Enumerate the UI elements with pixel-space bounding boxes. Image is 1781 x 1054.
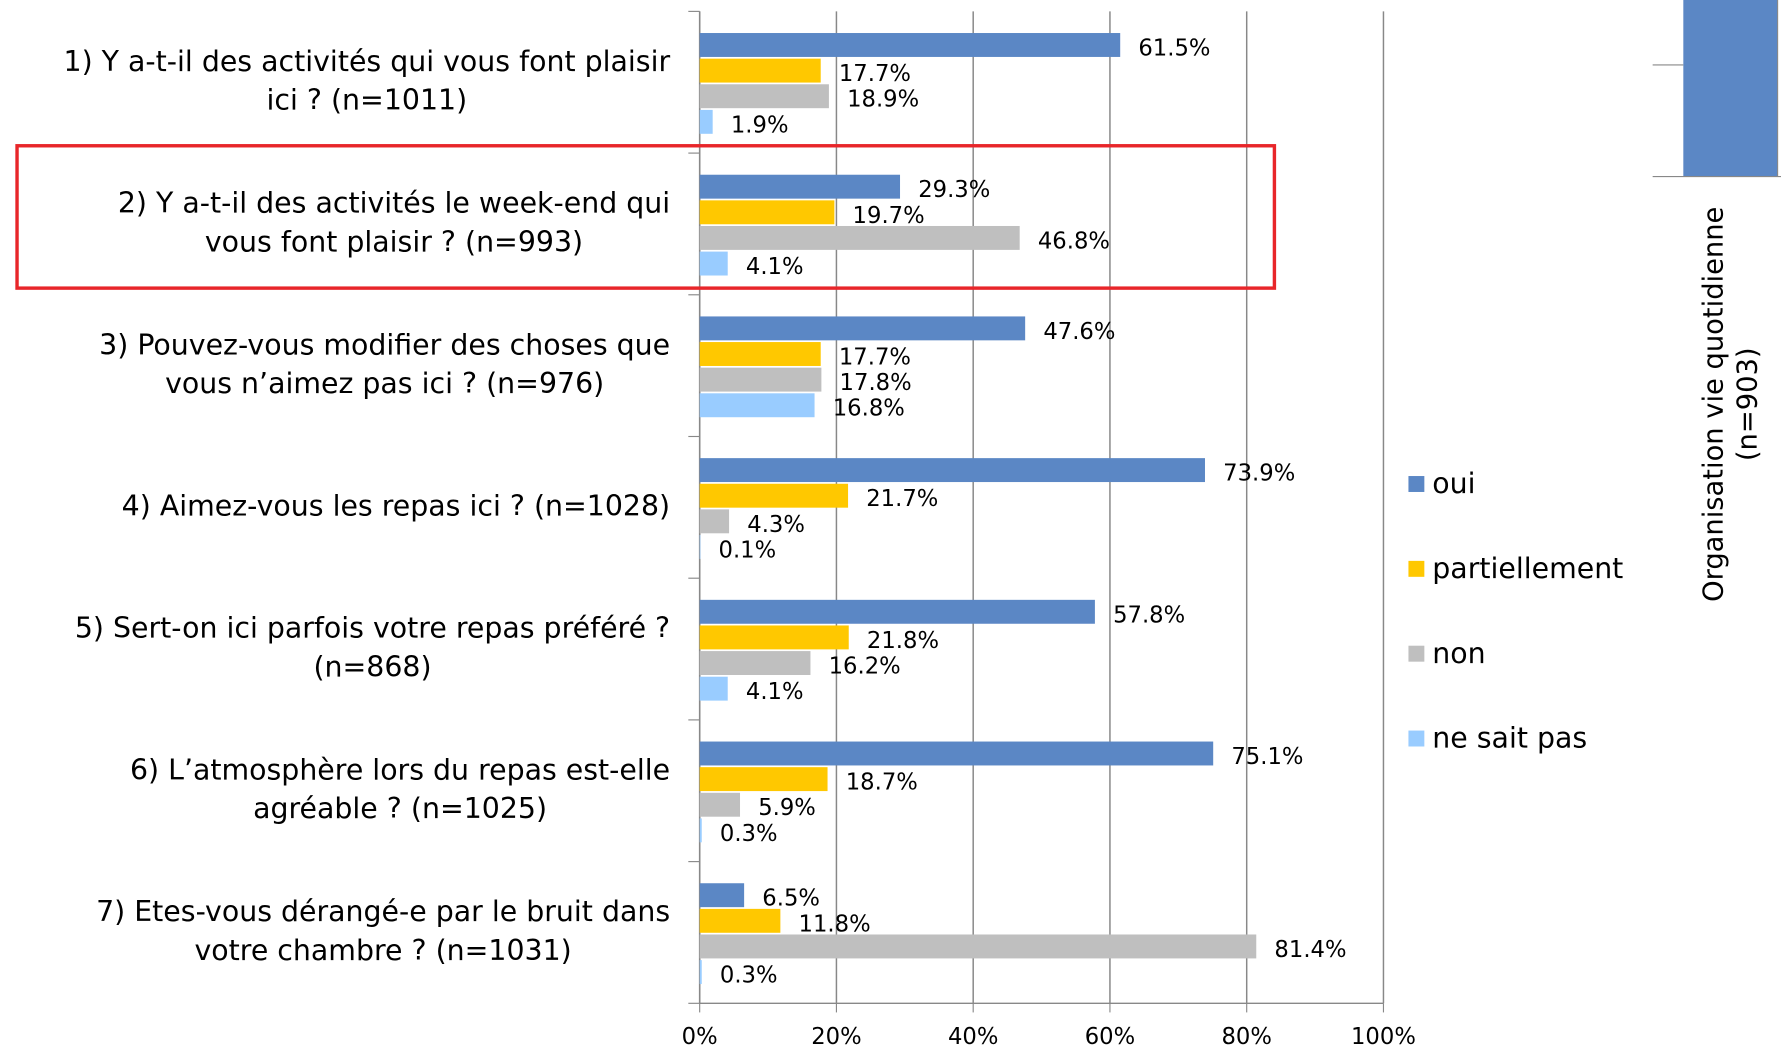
x-tick-label: 80% [1221, 1024, 1271, 1050]
bar [699, 509, 730, 534]
value-label: 0.3% [720, 821, 778, 847]
category-label: votre chambre ? (n=1031) [194, 934, 571, 967]
value-label: 17.8% [840, 370, 912, 396]
value-label: 21.7% [866, 486, 938, 512]
bar [699, 251, 728, 276]
value-label: 18.7% [846, 770, 918, 796]
category-label: vous font plaisir ? (n=993) [205, 225, 583, 258]
value-label: 6.5% [762, 886, 820, 912]
legend-label: ne sait pas [1432, 722, 1587, 755]
value-label: 16.8% [833, 396, 905, 422]
category-label: agréable ? (n=1025) [253, 792, 547, 825]
highlight-box [15, 144, 1277, 290]
bar [699, 367, 822, 392]
category-label: 7) Etes-vous dérangé-e par le bruit dans [96, 895, 670, 928]
legend-label: non [1432, 637, 1485, 670]
legend-label: partiellement [1432, 552, 1623, 585]
category-label: (n=868) [313, 650, 431, 683]
value-label: 18.9% [847, 87, 919, 113]
x-tick-label: 0% [682, 1024, 718, 1050]
value-label: 4.3% [747, 512, 805, 538]
legend-label: oui [1432, 467, 1475, 500]
legend-swatch [1408, 476, 1425, 492]
value-label: 81.4% [1274, 937, 1346, 963]
value-label: 75.1% [1231, 744, 1303, 770]
bar [699, 84, 829, 109]
value-label: 4.1% [746, 254, 804, 280]
bar [699, 818, 702, 843]
bar [699, 535, 701, 559]
bar [699, 883, 745, 908]
x-tick-label: 100% [1351, 1024, 1416, 1050]
bar [699, 393, 815, 418]
value-label: 57.8% [1113, 602, 1185, 628]
bar [699, 960, 702, 985]
value-label: 47.6% [1043, 319, 1115, 345]
bar [699, 33, 1121, 57]
value-label: 11.8% [799, 911, 871, 937]
value-label: 19.7% [853, 203, 925, 229]
bar [699, 741, 1214, 766]
category-label: 5) Sert-on ici parfois votre repas préfé… [75, 612, 670, 645]
legend-swatch [1408, 560, 1425, 577]
bar [699, 792, 741, 817]
bar [699, 599, 1095, 624]
bar [699, 342, 821, 366]
category-label: 2) Y a-t-il des activités le week-end qu… [118, 187, 670, 220]
value-label: 5.9% [758, 795, 816, 821]
value-label: 16.2% [829, 654, 901, 680]
x-tick-label: 40% [948, 1024, 998, 1050]
bar [699, 625, 849, 650]
value-label: 21.8% [867, 628, 939, 654]
bar [699, 58, 821, 83]
bar [699, 651, 811, 675]
cropped-label: Organisation vie quotidienne [1699, 207, 1730, 602]
bar [699, 174, 901, 199]
value-label: 0.1% [719, 537, 777, 563]
value-label: 17.7% [839, 61, 911, 87]
bar [699, 109, 713, 134]
bar [699, 908, 781, 933]
category-label: 1) Y a-t-il des activités qui vous font … [64, 45, 671, 78]
value-label: 0.3% [720, 963, 778, 989]
value-label: 29.3% [918, 177, 990, 203]
legend-swatch [1408, 730, 1425, 747]
category-label: 3) Pouvez-vous modifier des choses que [99, 328, 670, 361]
value-label: 1.9% [731, 112, 789, 138]
value-label: 4.1% [746, 679, 804, 705]
bar [699, 316, 1026, 341]
legend-swatch [1408, 645, 1425, 662]
category-label: 6) L’atmosphère lors du repas est-elle [130, 753, 670, 786]
x-tick-label: 20% [811, 1024, 861, 1050]
bar [699, 934, 1257, 959]
cropped-label: (n=903) [1733, 347, 1764, 461]
category-label: 4) Aimez-vous les repas ici ? (n=1028) [122, 489, 670, 522]
bar [699, 676, 728, 701]
bar [699, 483, 849, 508]
category-label: vous n’aimez pas ici ? (n=976) [165, 367, 604, 400]
category-label: ici ? (n=1011) [267, 84, 468, 117]
cropped-bar [1683, 0, 1778, 177]
bar [699, 200, 835, 225]
value-label: 17.7% [839, 344, 911, 370]
value-label: 46.8% [1038, 228, 1110, 254]
bar [699, 458, 1205, 483]
x-tick-label: 60% [1085, 1024, 1135, 1050]
bar [699, 225, 1020, 250]
value-label: 61.5% [1138, 35, 1210, 61]
value-label: 73.9% [1223, 461, 1295, 487]
bar [699, 767, 828, 792]
